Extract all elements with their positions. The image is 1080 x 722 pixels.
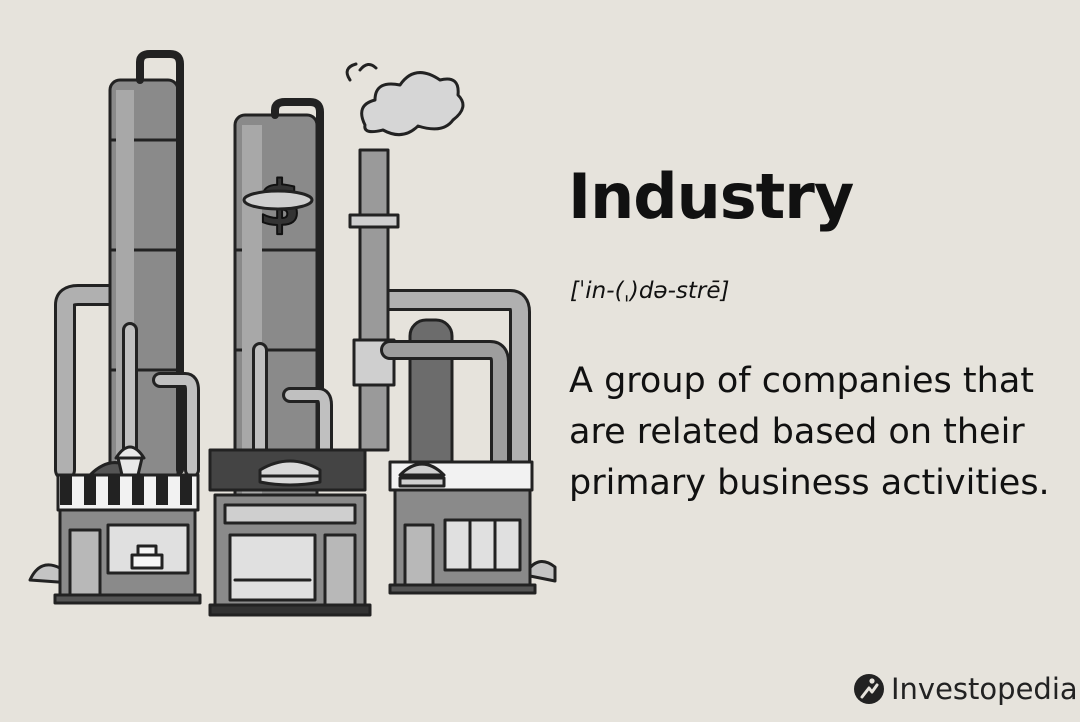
sandwich-icon bbox=[258, 459, 322, 487]
cake-icon bbox=[130, 544, 164, 570]
pipe bbox=[372, 292, 528, 478]
burger-icon bbox=[398, 462, 446, 488]
term-title: Industry bbox=[568, 160, 854, 233]
brand-logo: Investopedia bbox=[853, 672, 1078, 706]
pronunciation: [ˈin-(ˌ)də-strē] bbox=[570, 278, 730, 304]
pipe bbox=[57, 287, 123, 478]
smoke-cloud bbox=[360, 71, 465, 137]
brand-name: Investopedia bbox=[891, 672, 1078, 706]
awning bbox=[56, 473, 200, 512]
definition-text: A group of companies that are related ba… bbox=[569, 361, 1050, 503]
cupcake-icon bbox=[114, 445, 146, 477]
smokestack bbox=[358, 148, 390, 452]
investopedia-logo-icon bbox=[854, 674, 884, 704]
factory-illustration: $ bbox=[28, 50, 557, 617]
